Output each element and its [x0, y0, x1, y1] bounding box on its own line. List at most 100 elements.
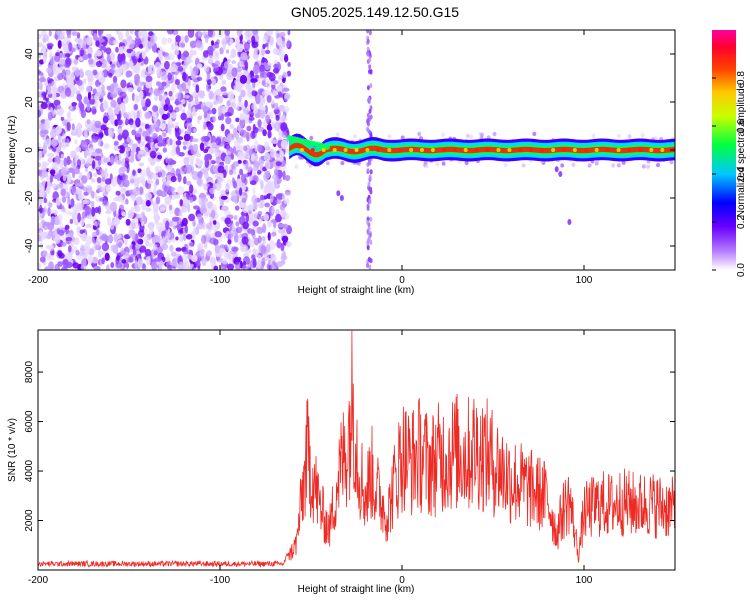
- heatmap-cell: [129, 30, 134, 35]
- heatmap-cell: [38, 162, 41, 168]
- heatmap-cell: [38, 234, 42, 242]
- heatmap-x-tick-label: 100: [576, 275, 593, 286]
- heatmap-cell: [267, 232, 271, 241]
- heatmap-cell: [252, 257, 257, 268]
- heatmap-cell: [141, 50, 147, 60]
- heatmap-cell: [101, 84, 105, 93]
- heatmap-cell: [62, 133, 66, 142]
- heatmap-cell: [366, 240, 370, 246]
- heatmap-cell: [81, 232, 87, 242]
- heatmap-cell: [260, 194, 265, 201]
- heatmap-cell: [38, 185, 45, 193]
- heatmap-cell: [99, 235, 107, 241]
- heatmap-cell: [109, 155, 115, 165]
- heatmap-cell: [71, 84, 77, 95]
- heatmap-cell: [214, 244, 220, 254]
- heatmap-cell: [47, 111, 53, 121]
- heatmap-cell: [174, 44, 179, 52]
- heatmap-cell: [206, 109, 214, 115]
- heatmap-cell: [243, 256, 251, 265]
- heatmap-cell: [241, 204, 249, 214]
- heatmap-cell: [203, 65, 210, 73]
- heatmap-cell: [591, 133, 596, 138]
- heatmap-cell: [369, 239, 373, 245]
- heatmap-cell: [151, 236, 156, 244]
- snr-x-tick-label: -100: [210, 575, 230, 586]
- heatmap-cell: [57, 105, 61, 110]
- heatmap-cell: [175, 92, 182, 101]
- heatmap-cell: [170, 112, 177, 119]
- heatmap-cell: [226, 133, 232, 144]
- heatmap-cell: [85, 236, 93, 245]
- heatmap-cell: [255, 36, 260, 41]
- heatmap-cell: [180, 112, 187, 121]
- heatmap-cell: [195, 95, 199, 106]
- heatmap-cell: [134, 73, 140, 82]
- heatmap-cell: [367, 235, 371, 241]
- heatmap-y-axis: -40 -20 0 20 40: [24, 48, 675, 253]
- snr-x-tick-label: 0: [399, 575, 405, 586]
- heatmap-cell: [134, 38, 142, 45]
- heatmap-cell: [268, 35, 274, 45]
- heatmap-cell: [244, 35, 252, 40]
- heatmap-cell: [71, 102, 77, 107]
- heatmap-cell: [145, 79, 153, 89]
- heatmap-cell: [40, 198, 45, 203]
- heatmap-cell: [571, 162, 576, 167]
- heatmap-cell: [276, 238, 281, 249]
- heatmap-cell: [107, 127, 112, 137]
- heatmap-cell: [558, 171, 563, 177]
- heatmap-cell: [229, 123, 235, 130]
- heatmap-cell: [45, 265, 49, 270]
- heatmap-cell: [118, 66, 124, 73]
- heatmap-cell: [140, 98, 146, 108]
- heatmap-cell: [85, 223, 92, 229]
- heatmap-cell: [63, 157, 68, 167]
- heatmap-cell: [205, 231, 212, 237]
- heatmap-cell: [144, 228, 148, 238]
- heatmap-cell: [161, 243, 168, 251]
- heatmap-cell: [244, 99, 248, 108]
- heatmap-cell: [170, 238, 177, 243]
- heatmap-cell: [51, 80, 57, 88]
- heatmap-cell: [125, 120, 129, 126]
- heatmap-cell: [435, 162, 440, 167]
- snr-x-tick-label: -200: [28, 575, 48, 586]
- heatmap-cell: [73, 210, 79, 218]
- heatmap-cell: [128, 229, 136, 238]
- heatmap-cell: [39, 212, 43, 219]
- heatmap-cell: [60, 154, 64, 159]
- heatmap-cell: [262, 223, 267, 234]
- heatmap-cell: [69, 218, 74, 224]
- heatmap-cell: [147, 179, 154, 184]
- heatmap-cell: [83, 78, 87, 83]
- heatmap-cell: [187, 30, 195, 38]
- heatmap-cell: [67, 232, 73, 237]
- heatmap-cell: [75, 249, 80, 256]
- heatmap-cell: [465, 133, 470, 138]
- heatmap-cell: [113, 140, 119, 147]
- heatmap-cell: [190, 70, 196, 80]
- heatmap-cell: [231, 223, 235, 231]
- heatmap-cell: [480, 132, 484, 138]
- heatmap-cell: [237, 159, 242, 164]
- heatmap-cell: [257, 235, 262, 244]
- heatmap-cell: [367, 97, 371, 102]
- heatmap-cell: [231, 67, 238, 78]
- heatmap-cell: [262, 129, 267, 137]
- heatmap-cell: [87, 255, 94, 264]
- heatmap-cell: [124, 267, 128, 270]
- heatmap-cell: [162, 147, 167, 153]
- heatmap-cell: [275, 199, 282, 205]
- heatmap-cell: [68, 245, 72, 253]
- heatmap-cell: [89, 73, 95, 82]
- heatmap-cell: [158, 85, 165, 91]
- heatmap-cell: [260, 198, 265, 209]
- heatmap-cell: [369, 216, 373, 222]
- heatmap-cell: [197, 90, 205, 99]
- heatmap-cell: [121, 129, 129, 140]
- heatmap-cell: [144, 111, 153, 119]
- heatmap-cell: [93, 173, 98, 177]
- heatmap-cell: [99, 197, 106, 202]
- heatmap-cell: [223, 143, 227, 149]
